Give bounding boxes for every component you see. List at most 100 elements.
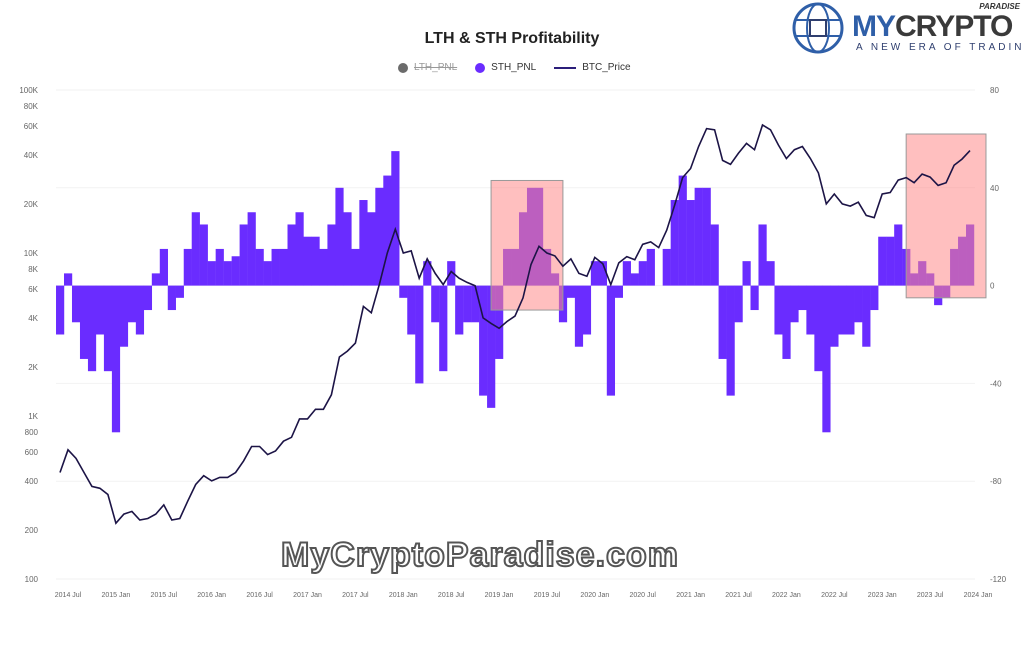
sth-bar — [199, 224, 208, 286]
sth-dot-icon — [475, 62, 486, 73]
x-tick-label: 2020 Jan — [580, 592, 609, 599]
x-tick-label: 2021 Jan — [676, 592, 705, 599]
sth-bar — [391, 151, 400, 286]
left-tick-label: 100 — [25, 575, 39, 584]
left-tick-label: 20K — [24, 200, 39, 209]
x-tick-label: 2016 Jul — [246, 592, 273, 599]
sth-bar — [566, 285, 576, 298]
x-tick-label: 2023 Jan — [868, 592, 897, 599]
sth-bar — [207, 261, 216, 286]
sth-bar — [303, 236, 312, 286]
sth-bar — [135, 285, 145, 335]
sth-bar — [750, 285, 759, 311]
right-tick-label: -120 — [990, 575, 1007, 584]
x-tick-label: 2018 Jul — [438, 592, 465, 599]
sth-bar — [574, 285, 584, 347]
x-tick-label: 2014 Jul — [55, 592, 82, 599]
left-tick-label: 400 — [25, 477, 39, 486]
legend-item-btc[interactable]: BTC_Price — [554, 62, 631, 73]
sth-bar — [239, 224, 248, 286]
chart-title: LTH & STH Profitability — [424, 30, 600, 47]
left-tick-label: 8K — [28, 265, 38, 274]
x-tick-label: 2022 Jul — [821, 592, 848, 599]
sth-bar — [718, 285, 727, 359]
sth-bar — [295, 212, 304, 286]
sth-bar — [455, 285, 464, 335]
sth-bar — [806, 285, 815, 335]
x-tick-label: 2016 Jan — [197, 592, 226, 599]
x-tick-label: 2019 Jul — [534, 592, 561, 599]
sth-bar — [263, 261, 272, 286]
sth-bar — [375, 187, 384, 286]
legend-item-sth[interactable]: STH_PNL — [475, 62, 536, 73]
sth-bar — [670, 200, 679, 286]
sth-bar — [439, 285, 448, 372]
x-tick-label: 2015 Jan — [101, 592, 130, 599]
sth-bar — [846, 285, 855, 335]
sth-bar — [151, 273, 161, 286]
left-tick-label: 40K — [24, 151, 39, 160]
sth-bar — [479, 285, 488, 396]
sth-bar — [407, 285, 416, 335]
sth-bar — [782, 285, 791, 359]
sth-bar — [319, 248, 328, 286]
sth-bar — [710, 224, 719, 286]
x-tick-label: 2018 Jan — [389, 592, 418, 599]
sth-bar — [638, 261, 647, 286]
sth-bar — [463, 285, 472, 323]
sth-bar — [431, 285, 440, 323]
globe-icon — [792, 2, 844, 54]
sth-bar — [343, 212, 352, 286]
right-tick-label: 40 — [990, 184, 999, 193]
sth-bar — [271, 248, 280, 286]
sth-bar — [311, 236, 320, 286]
highlight-box — [490, 179, 564, 311]
sth-bar — [726, 285, 735, 396]
sth-bar — [159, 248, 168, 286]
sth-bar — [79, 285, 89, 359]
sth-bar — [103, 285, 113, 372]
sth-bar — [127, 285, 137, 323]
sth-bar — [662, 248, 671, 286]
sth-bar — [64, 273, 73, 286]
sth-bar — [614, 285, 623, 298]
sth-bar — [798, 285, 807, 311]
sth-bar — [327, 224, 336, 286]
x-tick-label: 2015 Jul — [151, 592, 178, 599]
sth-bar — [87, 285, 97, 372]
left-tick-label: 10K — [24, 249, 39, 258]
sth-bar — [191, 212, 200, 286]
sth-bar — [606, 285, 616, 396]
x-tick-label: 2021 Jul — [725, 592, 752, 599]
logo-paradise: PARADISE — [979, 2, 1020, 11]
sth-bar — [862, 285, 871, 347]
left-tick-label: 60K — [24, 122, 39, 131]
sth-bar — [95, 285, 105, 335]
sth-bar — [886, 236, 895, 286]
sth-bar — [287, 224, 296, 286]
left-tick-label: 4K — [28, 314, 38, 323]
sth-bar — [590, 261, 600, 286]
legend-item-lth[interactable]: LTH_PNL — [398, 62, 457, 73]
highlight-box — [905, 133, 987, 299]
sth-bar — [774, 285, 783, 335]
sth-bar — [415, 285, 424, 384]
sth-bar — [678, 175, 687, 286]
right-tick-label: 0 — [990, 282, 995, 291]
sth-bar — [894, 224, 903, 286]
sth-bar — [622, 261, 631, 286]
sth-bar — [694, 187, 703, 286]
sth-bar — [423, 261, 432, 286]
sth-bar — [790, 285, 799, 323]
sth-bar — [870, 285, 879, 311]
sth-bar — [822, 285, 831, 433]
sth-bar — [471, 285, 480, 323]
logo-wordmark: MYCRYPTO — [852, 10, 1013, 43]
lth-dot-icon — [398, 62, 408, 73]
btc-price-line — [59, 123, 971, 525]
sth-bar — [742, 261, 751, 286]
btc-line-icon — [554, 66, 577, 69]
sth-bar — [367, 212, 376, 286]
sth-bar — [351, 248, 360, 286]
